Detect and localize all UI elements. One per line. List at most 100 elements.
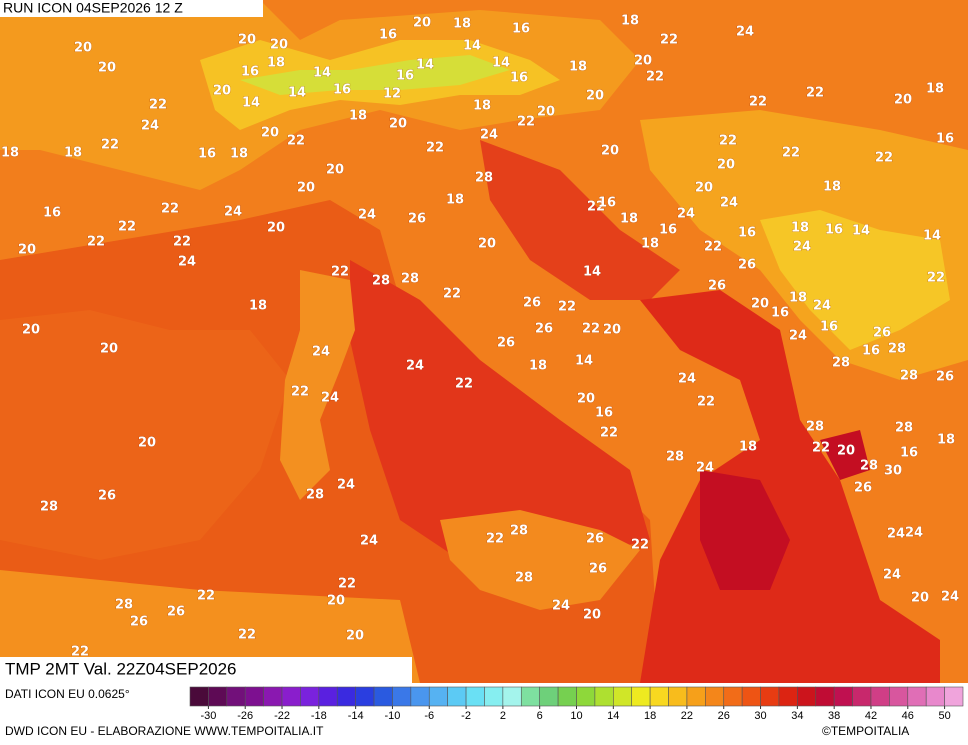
temperature-label: 18	[823, 180, 841, 195]
temperature-label: 14	[923, 229, 941, 244]
temperature-label: 22	[646, 70, 664, 85]
temperature-label: 14	[288, 86, 306, 101]
temperature-label: 20	[213, 84, 231, 99]
colorbar-tick-label: -18	[311, 710, 327, 722]
temperature-label: 26	[408, 212, 426, 227]
temperature-label: 24	[887, 527, 905, 542]
colorbar-swatch	[668, 686, 688, 707]
colorbar-tick-label: -30	[200, 710, 216, 722]
colorbar-swatch	[244, 686, 264, 707]
temperature-label: 24	[321, 391, 339, 406]
colorbar-tick-label: 34	[791, 710, 803, 722]
colorbar-swatch	[741, 686, 761, 707]
temperature-label: 20	[270, 38, 288, 53]
temperature-label: 12	[383, 87, 401, 102]
data-source: DATI ICON EU 0.0625°	[5, 687, 130, 701]
temperature-label: 28	[401, 272, 419, 287]
temperature-label: 16	[595, 406, 613, 421]
temperature-label: 22	[719, 134, 737, 149]
temperature-label: 24	[677, 207, 695, 222]
temperature-label: 20	[326, 163, 344, 178]
colorbar-swatch	[373, 686, 393, 707]
temperature-label: 22	[517, 115, 535, 130]
temperature-label: 16	[43, 206, 61, 221]
temperature-label: 22	[875, 151, 893, 166]
temperature-label: 20	[577, 392, 595, 407]
temperature-label: 18	[739, 440, 757, 455]
credit: DWD ICON EU - ELABORAZIONE WWW.TEMPOITAL…	[5, 724, 324, 738]
colorbar-swatch	[300, 686, 320, 707]
temperature-label: 18	[249, 299, 267, 314]
run-box	[0, 0, 263, 17]
colorbar-tick-label: 30	[754, 710, 766, 722]
temperature-label: 26	[98, 489, 116, 504]
colorbar-swatch	[484, 686, 504, 707]
temperature-label: 28	[475, 171, 493, 186]
temperature-label: 20	[717, 158, 735, 173]
temperature-label: 16	[738, 226, 756, 241]
temperature-label: 30	[884, 464, 902, 479]
colorbar-tick-label: 42	[865, 710, 877, 722]
colorbar-tick-label: -2	[461, 710, 471, 722]
temperature-label: 26	[167, 605, 185, 620]
colorbar-tick-label: 38	[828, 710, 840, 722]
temperature-label: 16	[241, 65, 259, 80]
temperature-label: 26	[708, 279, 726, 294]
temperature-label: 24	[480, 128, 498, 143]
temperature-label: 26	[738, 258, 756, 273]
temperature-label: 24	[813, 299, 831, 314]
temperature-label: 20	[583, 608, 601, 623]
colorbar-swatch	[502, 686, 522, 707]
colorbar-swatch	[797, 686, 817, 707]
temperature-label: 20	[138, 436, 156, 451]
temperature-label: 20	[603, 323, 621, 338]
temperature-label: 18	[926, 82, 944, 97]
temperature-label: 22	[782, 146, 800, 161]
temperature-label: 28	[372, 274, 390, 289]
temperature-label: 28	[306, 488, 324, 503]
temperature-label: 18	[64, 146, 82, 161]
temperature-label: 16	[379, 28, 397, 43]
temperature-label: 22	[197, 589, 215, 604]
temperature-label: 24	[224, 205, 242, 220]
temperature-label: 28	[900, 369, 918, 384]
temperature-label: 22	[118, 220, 136, 235]
temperature-label: 20	[267, 221, 285, 236]
colorbar-tick-label: -22	[274, 710, 290, 722]
temperature-label: 22	[287, 134, 305, 149]
temperature-label: 18	[1, 146, 19, 161]
colorbar-tick-label: 2	[500, 710, 506, 722]
temperature-label: 24	[941, 590, 959, 605]
colorbar-swatch	[852, 686, 872, 707]
temperature-label: 24	[178, 255, 196, 270]
temperature-label: 20	[18, 243, 36, 258]
temperature-label: 20	[586, 89, 604, 104]
temperature-label: 22	[161, 202, 179, 217]
temperature-label: 16	[936, 132, 954, 147]
temperature-label: 24	[789, 329, 807, 344]
temperature-label: 16	[659, 223, 677, 238]
temperature-label: 18	[446, 193, 464, 208]
temperature-label: 22	[927, 271, 945, 286]
temperature-label: 26	[873, 326, 891, 341]
temperature-label: 20	[22, 323, 40, 338]
colorbar-swatch	[392, 686, 412, 707]
temperature-label: 28	[895, 421, 913, 436]
map-background	[0, 0, 968, 683]
brand: ©TEMPOITALIA	[822, 724, 909, 738]
temperature-label: 24	[358, 208, 376, 223]
temperature-label: 20	[238, 33, 256, 48]
colorbar-swatch	[723, 686, 743, 707]
temperature-label: 22	[443, 287, 461, 302]
temperature-label: 18	[473, 99, 491, 114]
temperature-label: 18	[789, 291, 807, 306]
temperature-label: 14	[575, 354, 593, 369]
variable-title: TMP 2MT Val. 22Z04SEP2026	[5, 659, 237, 678]
temperature-label: 20	[100, 342, 118, 357]
colorbar-swatch	[631, 686, 651, 707]
colorbar-swatch	[428, 686, 448, 707]
temperature-label: 16	[820, 320, 838, 335]
temperature-label: 28	[510, 524, 528, 539]
